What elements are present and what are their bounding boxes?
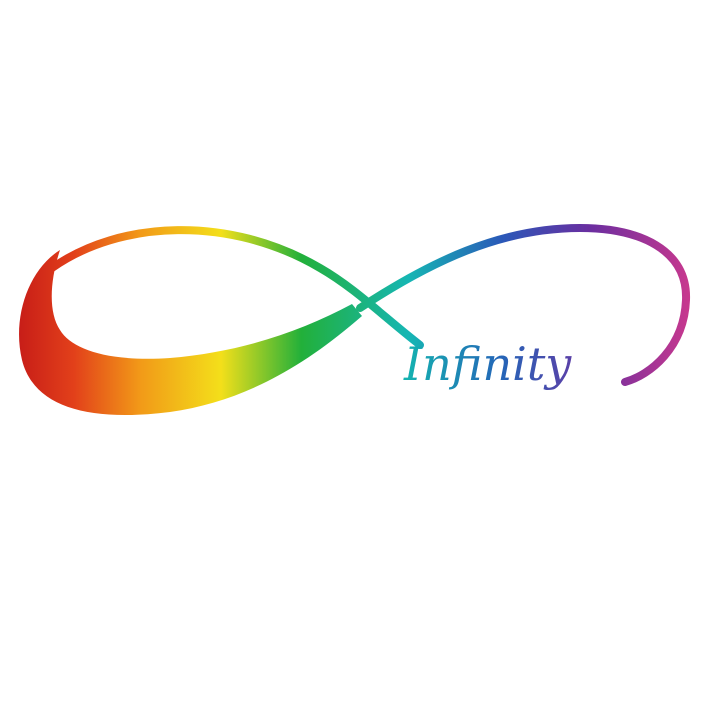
right-loop-arc — [356, 223, 691, 386]
left-swoosh — [19, 250, 362, 416]
infinity-word: Infinity — [403, 337, 572, 391]
upper-left-arc — [48, 226, 424, 349]
